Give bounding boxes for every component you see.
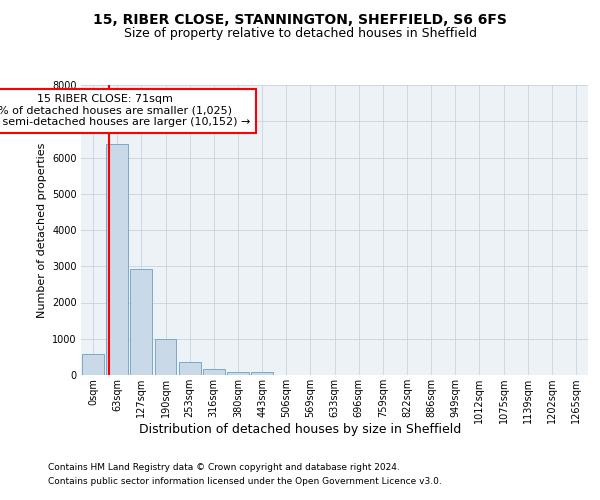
Text: Contains public sector information licensed under the Open Government Licence v3: Contains public sector information licen… <box>48 477 442 486</box>
Text: 15 RIBER CLOSE: 71sqm
← 9% of detached houses are smaller (1,025)
90% of semi-de: 15 RIBER CLOSE: 71sqm ← 9% of detached h… <box>0 94 250 128</box>
Bar <box>82 354 104 375</box>
Text: Size of property relative to detached houses in Sheffield: Size of property relative to detached ho… <box>124 28 476 40</box>
Y-axis label: Number of detached properties: Number of detached properties <box>37 142 47 318</box>
Bar <box>203 369 224 375</box>
Text: Contains HM Land Registry data © Crown copyright and database right 2024.: Contains HM Land Registry data © Crown c… <box>48 464 400 472</box>
Bar <box>155 339 176 375</box>
Bar <box>251 372 273 375</box>
Text: 15, RIBER CLOSE, STANNINGTON, SHEFFIELD, S6 6FS: 15, RIBER CLOSE, STANNINGTON, SHEFFIELD,… <box>93 12 507 26</box>
Bar <box>106 144 128 375</box>
Text: Distribution of detached houses by size in Sheffield: Distribution of detached houses by size … <box>139 422 461 436</box>
Bar <box>130 269 152 375</box>
Bar <box>227 372 249 375</box>
Bar <box>179 362 200 375</box>
